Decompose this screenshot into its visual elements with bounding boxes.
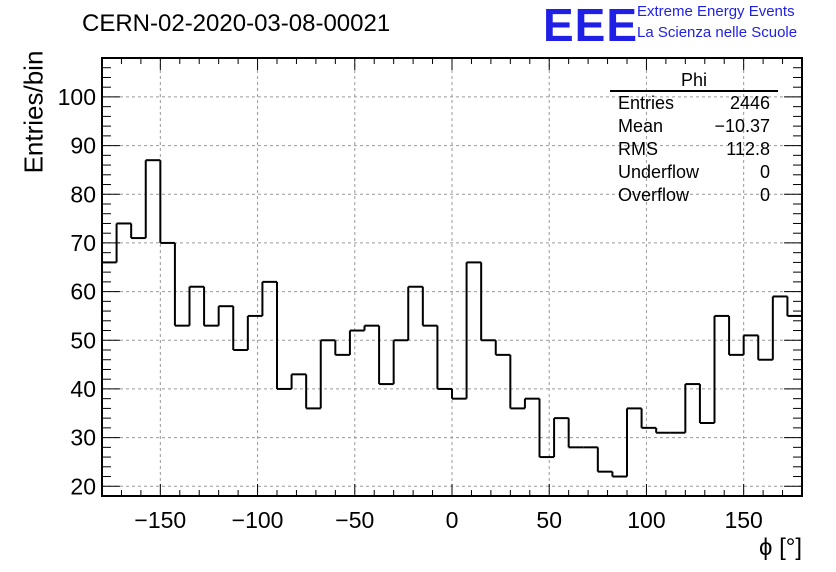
- stats-name: Phi: [610, 70, 778, 92]
- stats-label: Entries: [618, 93, 675, 113]
- stats-row-underflow: Underflow 0: [610, 161, 778, 184]
- x-tick-label: −150: [134, 507, 186, 533]
- y-tick-label: 50: [70, 327, 96, 353]
- y-tick-label: 80: [70, 181, 96, 207]
- x-tick-label: −50: [335, 507, 374, 533]
- stats-row-overflow: Overflow 0: [610, 184, 778, 207]
- x-tick-label: 150: [724, 507, 762, 533]
- stats-row-mean: Mean −10.37: [610, 115, 778, 138]
- stats-value: 0: [759, 162, 770, 182]
- logo-line-2: La Scienza nelle Scuole: [637, 24, 798, 41]
- x-tick-label: 0: [446, 507, 459, 533]
- eee-logo: EEE: [543, 0, 639, 51]
- x-tick-label: −100: [232, 507, 284, 533]
- stats-value: 2446: [729, 93, 770, 113]
- x-tick-label: 100: [627, 507, 665, 533]
- stats-label: Underflow: [618, 162, 700, 182]
- y-tick-label: 90: [70, 133, 96, 159]
- y-tick-label: 40: [70, 376, 96, 402]
- stats-label: RMS: [618, 139, 658, 159]
- y-axis-label: Entries/bin: [18, 50, 49, 174]
- y-tick-label: 20: [70, 473, 96, 499]
- stats-row-rms: RMS 112.8: [610, 138, 778, 161]
- stats-row-entries: Entries 2446: [610, 92, 778, 115]
- x-axis-label: ϕ [°]: [758, 534, 802, 561]
- stats-value: 112.8: [726, 139, 770, 159]
- chart-title: CERN-02-2020-03-08-00021: [82, 10, 391, 37]
- stats-value: 0: [759, 185, 770, 205]
- y-tick-label: 30: [70, 425, 96, 451]
- y-tick-label: 100: [58, 84, 96, 110]
- stats-box: Phi Entries 2446 Mean −10.37 RMS 112.8 U…: [610, 70, 778, 207]
- stats-value: −10.37: [714, 116, 770, 136]
- x-tick-label: 50: [536, 507, 562, 533]
- stats-label: Overflow: [618, 185, 690, 205]
- y-tick-label: 60: [70, 279, 96, 305]
- y-tick-label: 70: [70, 230, 96, 256]
- stats-label: Mean: [618, 116, 664, 136]
- logo-line-1: Extreme Energy Events: [637, 3, 795, 20]
